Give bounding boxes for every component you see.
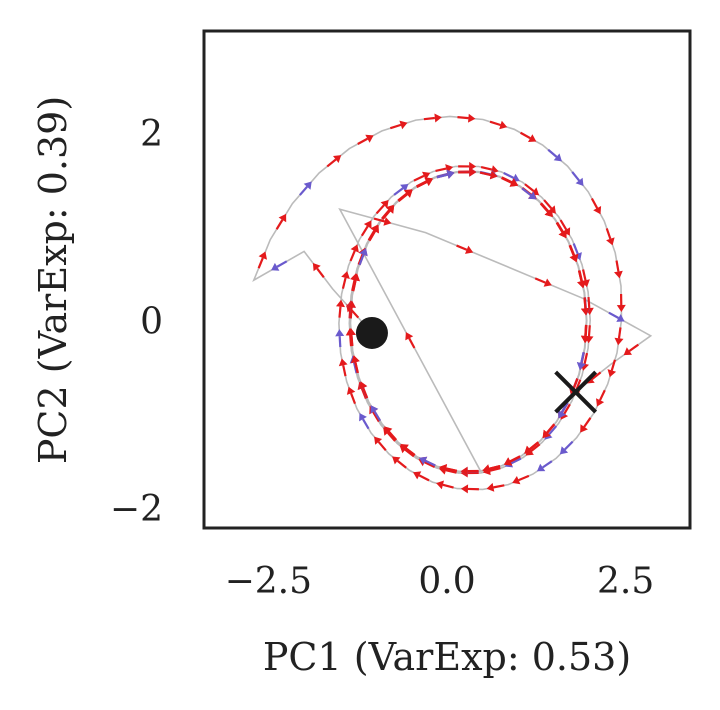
trajectory-arrow bbox=[381, 205, 395, 220]
trajectory-arrow bbox=[580, 297, 590, 316]
trajectory-arrow bbox=[299, 181, 312, 196]
trajectory-arrow bbox=[596, 389, 606, 407]
trajectory-arrow bbox=[416, 178, 433, 188]
y-tick-label: 0 bbox=[140, 302, 163, 343]
trajectory-arrow bbox=[571, 171, 584, 186]
trajectory-arrow bbox=[590, 197, 602, 215]
trajectory-arrow bbox=[534, 277, 552, 287]
trajectory-arrow bbox=[413, 171, 431, 182]
trajectory-arrow bbox=[347, 328, 356, 347]
start-marker bbox=[355, 316, 388, 349]
trajectory-arrow bbox=[489, 120, 508, 130]
trajectory-arrow bbox=[393, 184, 409, 196]
trajectory-arrow bbox=[419, 456, 436, 467]
trajectory-arrow bbox=[275, 213, 287, 230]
trajectory-arrow bbox=[577, 270, 586, 289]
trajectory-arrow bbox=[547, 148, 562, 162]
trajectory-arrow bbox=[436, 480, 454, 490]
trajectory-arrow bbox=[358, 248, 368, 266]
x-axis-ticks: −2.5 0.0 2.5 bbox=[225, 561, 655, 602]
trajectory-arrow bbox=[504, 455, 521, 466]
trajectory-arrow bbox=[555, 222, 567, 239]
trajectory-arrow bbox=[351, 273, 360, 292]
trajectory-arrow bbox=[423, 113, 442, 123]
trajectory-arrow bbox=[271, 260, 288, 271]
trajectory-arrow bbox=[614, 260, 623, 279]
trajectory-arrow bbox=[384, 426, 397, 441]
trajectory-arrow bbox=[456, 244, 474, 254]
trajectory-arrow bbox=[375, 200, 389, 215]
trajectory-arrow bbox=[537, 460, 553, 472]
trajectory-arrow bbox=[558, 402, 569, 419]
trajectory-arrow bbox=[338, 358, 348, 377]
trajectory-arrow bbox=[568, 244, 578, 263]
trajectory-arrow bbox=[349, 244, 359, 262]
trajectory-arrow bbox=[559, 440, 574, 455]
trajectory-arrow bbox=[482, 464, 501, 474]
plot-frame bbox=[202, 29, 692, 530]
trajectory-arrow bbox=[389, 120, 408, 130]
trajectory-arrow bbox=[405, 332, 416, 349]
trajectory-arrow bbox=[336, 299, 345, 318]
trajectory-arrow bbox=[458, 167, 477, 177]
trajectory-arrow bbox=[479, 170, 498, 180]
trajectory-arrow bbox=[524, 441, 539, 454]
trajectory-arrow bbox=[392, 456, 407, 469]
trajectory-arrow bbox=[413, 471, 430, 482]
trajectory-arrow bbox=[312, 263, 325, 278]
trajectory-arrow bbox=[358, 381, 369, 399]
trajectory-arrow bbox=[357, 134, 374, 145]
trajectory-arrow bbox=[501, 176, 518, 187]
trajectory-arrow bbox=[576, 352, 586, 370]
trajectory-arrow bbox=[486, 482, 505, 492]
trajectory-arrow bbox=[359, 413, 370, 430]
trajectory-arrow bbox=[542, 423, 556, 438]
x-axis-label: PC1 (VarExp: 0.53) bbox=[263, 635, 631, 679]
y-axis-ticks: −2 0 2 bbox=[110, 114, 163, 530]
trajectory-arrow bbox=[460, 484, 479, 494]
trajectory-arrow bbox=[397, 189, 413, 202]
y-axis-label: PC2 (VarExp: 0.39) bbox=[31, 96, 75, 464]
trajectory-arrow bbox=[521, 187, 537, 200]
trajectory-arrow bbox=[616, 293, 626, 312]
trajectory-arrow bbox=[374, 436, 387, 452]
trajectory-arrow bbox=[457, 113, 476, 123]
y-tick-label: 2 bbox=[140, 114, 163, 155]
trajectory-arrow bbox=[520, 131, 537, 142]
end-marker bbox=[554, 370, 598, 414]
markers bbox=[355, 316, 598, 414]
trajectory-arrow bbox=[623, 343, 639, 356]
trajectory-arrow bbox=[539, 202, 553, 217]
x-tick-label: 2.5 bbox=[597, 561, 654, 602]
trajectory-arrow bbox=[341, 271, 350, 289]
trajectory-arrow bbox=[360, 220, 372, 237]
trajectory-arrow bbox=[460, 466, 479, 476]
x-tick-label: 0.0 bbox=[418, 561, 475, 602]
trajectory-arrow bbox=[368, 225, 379, 242]
y-tick-label: −2 bbox=[110, 489, 163, 530]
trajectory-arrow bbox=[351, 355, 360, 374]
trajectory-arrow bbox=[335, 329, 345, 348]
trajectory-arrow bbox=[607, 359, 617, 378]
trajectory-arrow bbox=[257, 251, 267, 269]
trajectory-arrow bbox=[347, 300, 356, 319]
trajectory-arrow bbox=[436, 170, 455, 179]
x-tick-label: −2.5 bbox=[225, 561, 312, 602]
trajectory-arrow bbox=[400, 444, 416, 456]
trajectory-arrow bbox=[326, 155, 342, 168]
trajectory-arrow bbox=[614, 327, 624, 346]
trajectory-arrow bbox=[580, 417, 592, 433]
trajectory-arrow bbox=[346, 386, 357, 404]
trajectory-arrow bbox=[608, 311, 625, 322]
trajectory-arrow bbox=[439, 464, 458, 473]
trajectory-arrow bbox=[512, 474, 530, 485]
trajectory-arrow bbox=[605, 228, 615, 246]
trajectory-arrow bbox=[373, 217, 392, 226]
trajectory-arrow bbox=[370, 405, 382, 422]
trajectory-arrow bbox=[580, 324, 590, 343]
